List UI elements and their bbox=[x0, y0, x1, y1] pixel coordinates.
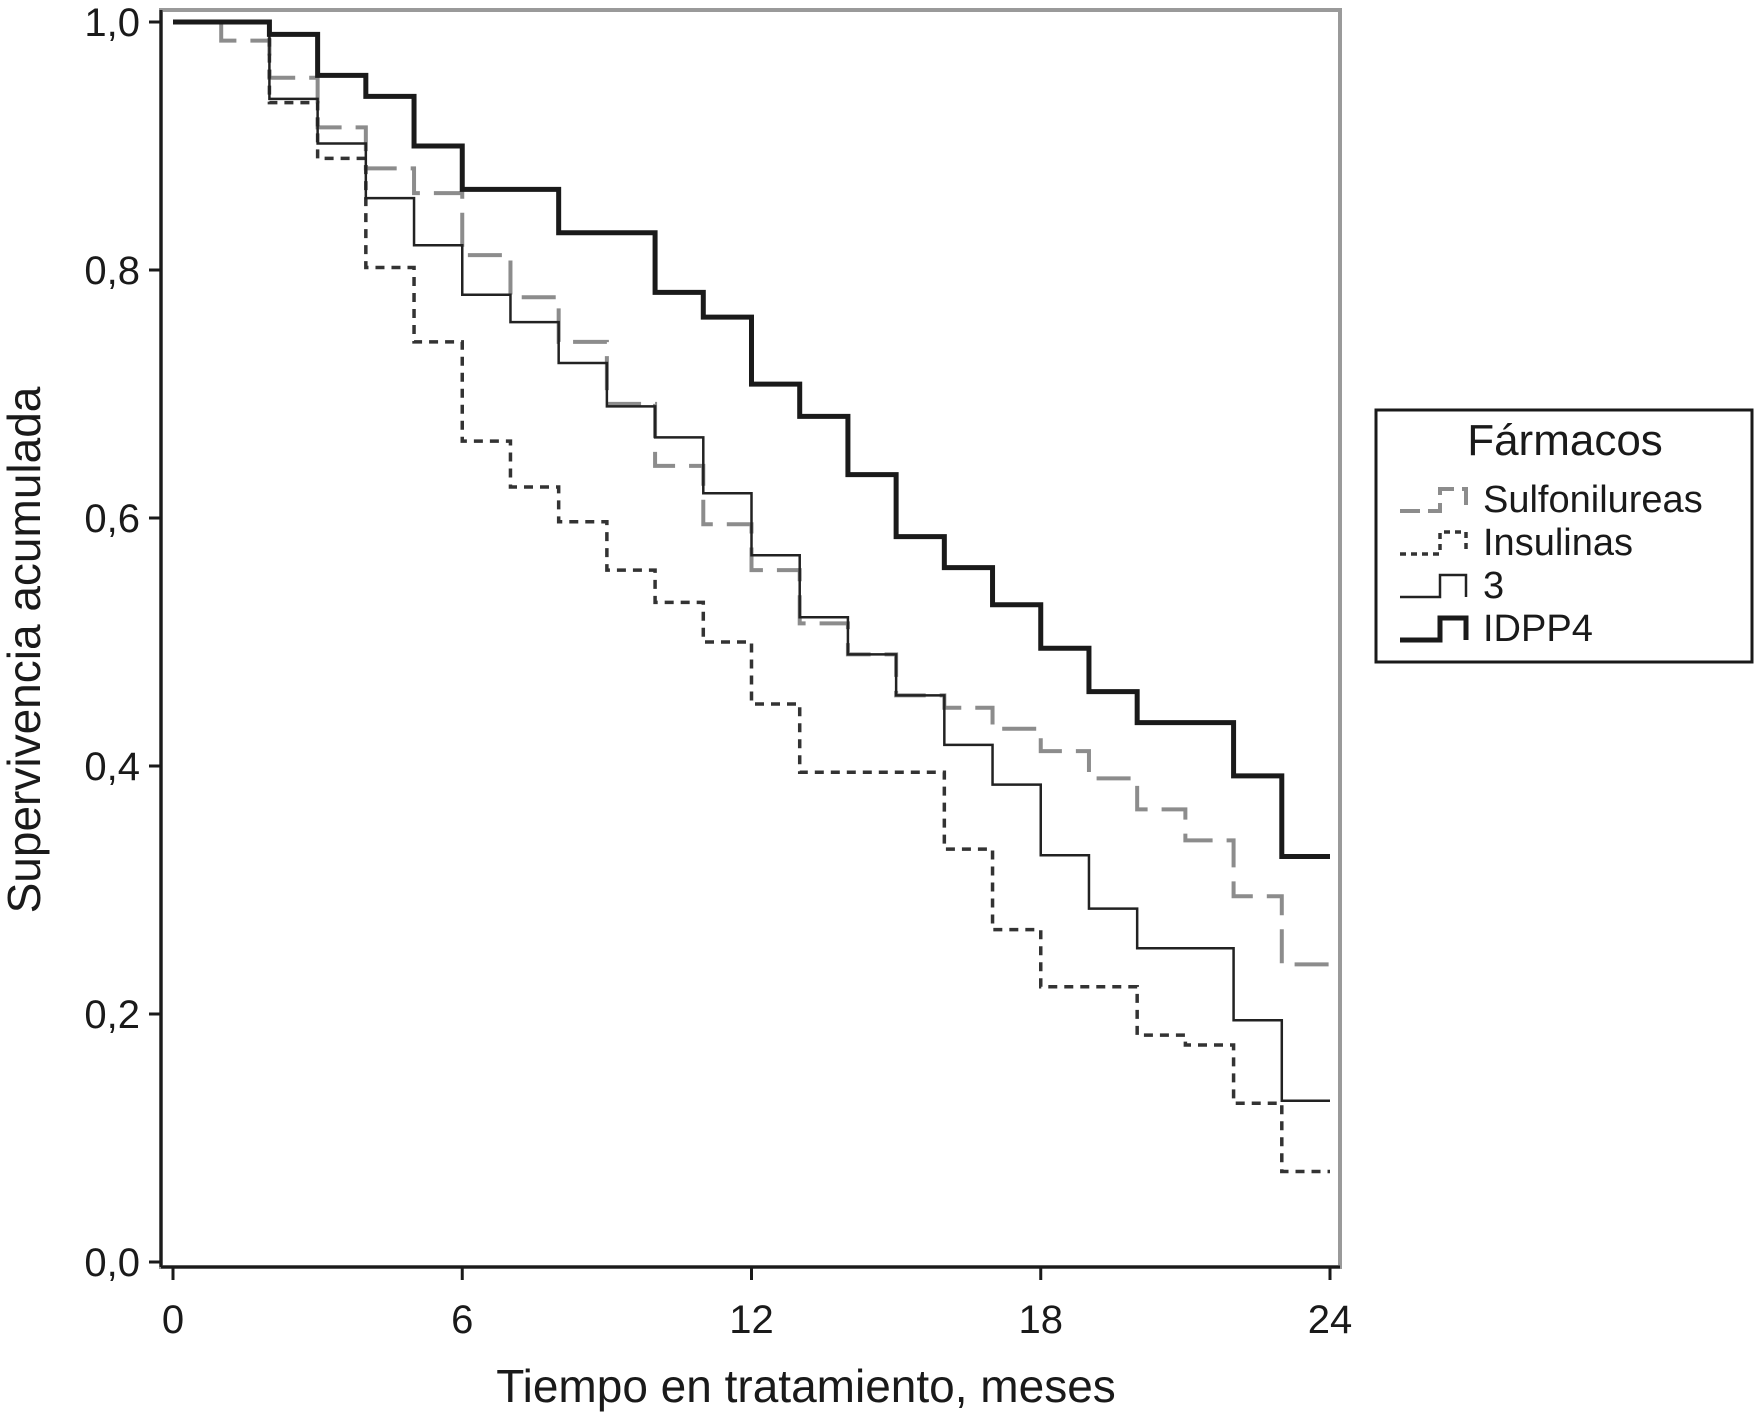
y-tick-label: 1,0 bbox=[84, 1, 140, 45]
y-tick-label: 0,2 bbox=[84, 993, 140, 1037]
series-line-insulinas bbox=[173, 20, 1330, 1174]
legend-label: Sulfonilureas bbox=[1483, 479, 1703, 521]
x-tick-label: 6 bbox=[451, 1298, 473, 1342]
x-tick-label: 24 bbox=[1308, 1298, 1353, 1342]
legend-label: 3 bbox=[1483, 565, 1504, 607]
legend-label: IDPP4 bbox=[1483, 608, 1593, 650]
axis-ticks: 0 6 12 18 24 0,0 0,2 0,4 0,6 0,8 1,0 bbox=[84, 1, 1352, 1342]
series-line-3 bbox=[173, 20, 1330, 1103]
series-line-idpp4 bbox=[173, 19, 1330, 860]
legend-swatch bbox=[1400, 530, 1468, 556]
y-tick-label: 0,0 bbox=[84, 1241, 140, 1285]
legend-label: Insulinas bbox=[1483, 522, 1633, 564]
y-tick-label: 0,4 bbox=[84, 745, 140, 789]
y-axis-title: Supervivencia acumulada bbox=[0, 386, 50, 913]
x-tick-label: 0 bbox=[162, 1298, 184, 1342]
legend-swatch bbox=[1400, 487, 1468, 513]
x-axis-title: Tiempo en tratamiento, meses bbox=[496, 1360, 1116, 1412]
legend-swatch bbox=[1400, 615, 1469, 643]
plot-frame bbox=[159, 8, 1342, 1269]
legend-title: Fármacos bbox=[1467, 416, 1663, 465]
series-layer bbox=[173, 19, 1330, 1174]
y-tick-label: 0,6 bbox=[84, 497, 140, 541]
x-tick-label: 18 bbox=[1019, 1298, 1064, 1342]
y-tick-label: 0,8 bbox=[84, 249, 140, 293]
legend-swatch bbox=[1400, 573, 1468, 599]
x-tick-label: 12 bbox=[729, 1298, 774, 1342]
